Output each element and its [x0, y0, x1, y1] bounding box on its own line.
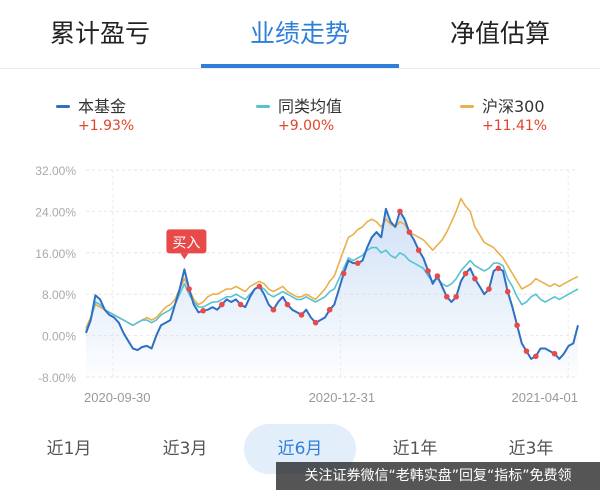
y-axis-labels: 32.00% 24.00% 16.00% 8.00% 0.00% -8.00%	[35, 164, 76, 385]
y-tick-label: 24.00%	[35, 205, 76, 219]
sell-point	[444, 293, 450, 300]
legend-csi-name: 沪深300	[482, 97, 545, 116]
buy-marker-label: 买入	[172, 235, 200, 251]
sell-point	[415, 247, 422, 254]
sell-point	[298, 312, 305, 318]
y-tick-label: 32.00%	[35, 164, 76, 178]
peer-average-line	[85, 246, 579, 331]
sell-point	[453, 293, 459, 300]
legend-fund-value: +1.93%	[78, 118, 135, 134]
csi300-line	[85, 197, 579, 329]
period-3-years[interactable]: 近3年	[508, 439, 554, 459]
sell-point	[523, 348, 530, 354]
promo-watermark: 关注证券微信“老韩实盘”回复“指标”免费领	[276, 462, 600, 490]
sell-point	[406, 229, 413, 235]
y-tick-label: 8.00%	[42, 288, 76, 302]
period-1-month[interactable]: 近1月	[46, 439, 92, 459]
x-tick-label: 2021-04-01	[512, 390, 579, 405]
period-1-year[interactable]: 近1年	[392, 439, 438, 459]
tab-nav-estimate[interactable]: 净值估算	[449, 19, 550, 48]
tab-bar: 累计盈亏 业绩走势 净值估算	[0, 0, 600, 69]
x-tick-label: 2020-12-31	[309, 390, 376, 405]
performance-chart: 32.00% 24.00% 16.00% 8.00% 0.00% -8.00% 2020-…	[35, 164, 579, 405]
legend-peer-value: +9.00%	[278, 118, 335, 134]
sell-point	[472, 275, 478, 282]
sell-point	[504, 288, 511, 295]
sell-point	[186, 286, 192, 292]
sell-point	[551, 350, 558, 357]
sell-points	[186, 208, 558, 360]
sell-point	[219, 301, 225, 308]
sell-point	[533, 353, 539, 360]
legend-fund-swatch	[56, 105, 70, 108]
x-tick-label: 2020-09-30	[84, 390, 151, 405]
buy-marker-box	[166, 229, 207, 254]
sell-point	[495, 265, 502, 272]
sell-point	[256, 283, 263, 290]
buy-marker: 买入	[166, 229, 207, 260]
legend-peer-swatch	[256, 105, 270, 108]
sell-point	[397, 208, 403, 215]
sell-point	[312, 319, 319, 326]
sell-point	[514, 322, 520, 329]
x-axis-labels: 2020-09-30 2020-12-31 2021-04-01	[84, 390, 578, 405]
buy-marker-pointer	[180, 253, 189, 260]
sell-point	[284, 301, 291, 308]
sell-point	[425, 268, 431, 274]
fund-area-fill	[86, 208, 578, 377]
legend-fund-name: 本基金	[78, 97, 127, 116]
active-tab-indicator	[201, 64, 399, 68]
sell-point	[340, 270, 347, 277]
tab-performance-trend[interactable]: 业绩走势	[249, 19, 350, 48]
sell-point	[434, 273, 441, 279]
legend-csi-value: +11.41%	[482, 118, 548, 134]
sell-point	[237, 301, 244, 308]
sell-point	[354, 260, 361, 266]
sell-point	[200, 307, 206, 314]
tab-cumulative-pnl[interactable]: 累计盈亏	[49, 19, 150, 48]
sell-point	[326, 306, 333, 313]
y-tick-label: 16.00%	[35, 247, 76, 261]
period-3-months[interactable]: 近3月	[162, 439, 208, 459]
sell-point	[270, 306, 277, 313]
y-tick-label: -8.00%	[38, 371, 76, 385]
legend-peer-name: 同类均值	[278, 97, 343, 116]
sell-point	[486, 286, 492, 292]
legend-csi-swatch	[460, 105, 474, 108]
sell-point	[462, 270, 469, 277]
y-tick-label: 0.00%	[42, 330, 76, 344]
